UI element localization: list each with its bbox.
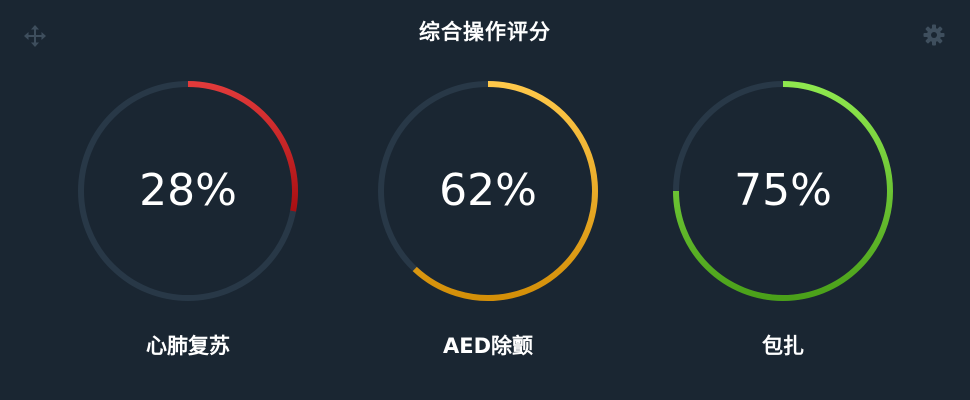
gauge-bandage: 75% — [668, 75, 898, 307]
gauge-label-bandage: 包扎 — [762, 334, 804, 358]
gauge-progress-arc — [412, 81, 598, 301]
gauge-ring — [378, 81, 598, 301]
move-arrows-icon[interactable] — [24, 25, 46, 47]
gauge-progress-arc — [187, 81, 298, 212]
gauge-aed: 62% — [373, 75, 603, 307]
gauge-percent: 75% — [734, 165, 832, 216]
gauge-percent: 28% — [139, 165, 237, 216]
gauge-ring — [673, 81, 893, 301]
gauge-cpr: 28% — [73, 75, 303, 307]
gear-icon[interactable] — [923, 24, 945, 46]
gauge-ring — [78, 81, 298, 301]
page-title: 综合操作评分 — [419, 20, 551, 44]
gauge-label-cpr: 心肺复苏 — [146, 334, 230, 358]
gauge-label-aed: AED除颤 — [442, 334, 534, 358]
gauge-percent: 62% — [439, 165, 537, 216]
gauge-progress-arc — [673, 81, 893, 301]
